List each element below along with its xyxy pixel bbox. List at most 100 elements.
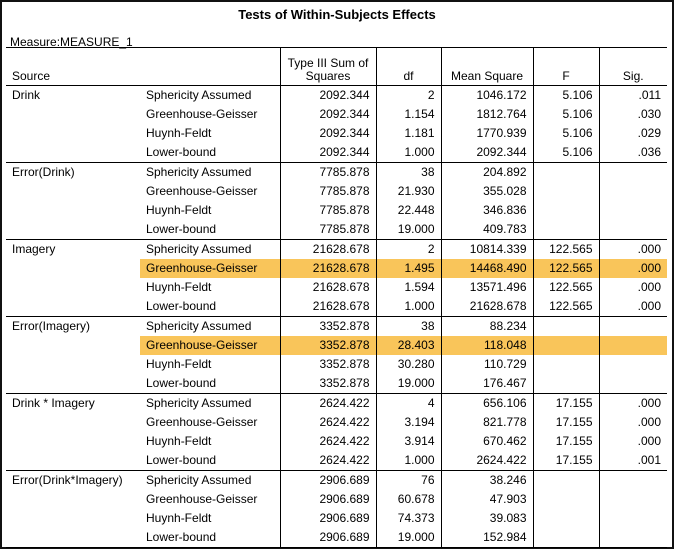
source-cell: [6, 278, 140, 297]
f-cell: 122.565: [532, 278, 599, 297]
sum-of-squares-cell: 7785.878: [279, 182, 376, 201]
f-cell: 17.155: [532, 413, 599, 432]
f-cell: 17.155: [532, 393, 599, 413]
mean-square-cell: 1046.172: [440, 85, 533, 105]
f-cell: 122.565: [532, 259, 599, 278]
source-cell: [6, 201, 140, 220]
f-cell: [532, 201, 599, 220]
correction-cell: Huynh-Feldt: [146, 280, 212, 294]
mean-square-cell: 670.462: [440, 432, 533, 451]
sig-cell: .036: [598, 143, 667, 163]
mean-square-cell: 821.778: [440, 413, 533, 432]
sum-of-squares-cell: 2092.344: [279, 85, 376, 105]
sig-cell: [598, 201, 667, 220]
sum-of-squares-cell: 2092.344: [279, 124, 376, 143]
table-row: Huynh-Feldt 2624.422 3.914 670.462 17.155.00…: [6, 432, 667, 451]
sum-of-squares-cell: 3352.878: [279, 374, 376, 394]
table-row: Huynh-Feldt 2906.689 74.373 39.083: [6, 509, 667, 528]
correction-cell: Huynh-Feldt: [146, 511, 212, 525]
source-cell: [6, 451, 140, 471]
sig-cell: [598, 316, 667, 336]
df-cell: 22.448: [375, 201, 441, 220]
source-cell: [6, 374, 140, 394]
sig-cell: .000: [598, 432, 667, 451]
correction-cell: Lower-bound: [140, 143, 280, 163]
mean-square-cell: 13571.496: [440, 278, 533, 297]
f-cell: [532, 470, 599, 490]
header-sum-of-squares: Type III Sum of Squares: [279, 47, 376, 86]
sig-cell: .029: [598, 124, 667, 143]
mean-square-cell: 1770.939: [440, 124, 533, 143]
correction-cell: Greenhouse-Geisser: [146, 492, 258, 506]
sum-of-squares-cell: 3352.878: [279, 316, 376, 336]
f-cell: 17.155: [532, 432, 599, 451]
sum-of-squares-cell: 2906.689: [279, 490, 376, 509]
sum-of-squares-cell: 2092.344: [279, 105, 376, 124]
header-correction: [140, 47, 280, 86]
mean-square-cell: 118.048: [440, 336, 533, 355]
df-cell: 1.495: [375, 259, 441, 278]
f-cell: [532, 355, 599, 374]
df-cell: 4: [375, 393, 441, 413]
sig-cell: [598, 220, 667, 240]
within-subjects-table: Source Type III Sum of Squares df Mean S…: [6, 47, 667, 548]
correction-cell: Greenhouse-Geisser: [146, 415, 258, 429]
df-cell: 1.154: [375, 105, 441, 124]
correction-cell: Huynh-Feldt: [146, 126, 212, 140]
table-row: Greenhouse-Geisser 3352.878 28.403 118.048: [6, 336, 667, 355]
header-df: df: [375, 47, 441, 86]
f-cell: 5.106: [532, 105, 599, 124]
sig-cell: .000: [598, 278, 667, 297]
header-mean-square: Mean Square: [440, 47, 533, 86]
source-cell: [6, 259, 140, 278]
f-cell: 5.106: [532, 143, 599, 163]
mean-square-cell: 355.028: [440, 182, 533, 201]
sum-of-squares-cell: 21628.678: [279, 278, 376, 297]
sig-cell: [598, 490, 667, 509]
f-cell: [532, 182, 599, 201]
correction-cell: Sphericity Assumed: [146, 165, 252, 179]
mean-square-cell: 204.892: [440, 162, 533, 182]
df-cell: 28.403: [375, 336, 441, 355]
table-row: Lower-bound 21628.678 1.000 21628.678 122.56…: [6, 297, 667, 317]
correction-cell: Greenhouse-Geisser: [140, 259, 280, 278]
correction-cell: Lower-bound: [140, 220, 280, 240]
sum-of-squares-cell: 7785.878: [279, 201, 376, 220]
table-row: Error(Imagery) Sphericity Assumed 3352.878…: [6, 316, 667, 336]
sig-cell: .000: [598, 259, 667, 278]
source-cell: [6, 124, 140, 143]
sum-of-squares-cell: 21628.678: [279, 297, 376, 317]
mean-square-cell: 10814.339: [440, 239, 533, 259]
sig-cell: .000: [598, 393, 667, 413]
table-row: Greenhouse-Geisser 2906.689 60.678 47.903: [6, 490, 667, 509]
sum-of-squares-cell: 21628.678: [279, 239, 376, 259]
mean-square-cell: 88.234: [440, 316, 533, 336]
sum-of-squares-cell: 2624.422: [279, 432, 376, 451]
correction-cell: Huynh-Feldt: [146, 434, 212, 448]
sum-of-squares-cell: 2624.422: [279, 413, 376, 432]
source-cell: Error(Drink*Imagery): [12, 473, 123, 487]
table-row: Huynh-Feldt 3352.878 30.280 110.729: [6, 355, 667, 374]
f-cell: [532, 336, 599, 355]
table-row: Lower-bound 7785.878 19.000 409.783: [6, 220, 667, 240]
f-cell: [532, 490, 599, 509]
df-cell: 2: [375, 85, 441, 105]
correction-cell: Sphericity Assumed: [146, 242, 252, 256]
sig-cell: [598, 470, 667, 490]
df-cell: 3.194: [375, 413, 441, 432]
table-row: Greenhouse-Geisser 2092.344 1.154 1812.764 5…: [6, 105, 667, 124]
sum-of-squares-cell: 2906.689: [279, 509, 376, 528]
mean-square-cell: 409.783: [440, 220, 533, 240]
df-cell: 19.000: [375, 374, 441, 394]
sig-cell: .000: [598, 239, 667, 259]
df-cell: 1.594: [375, 278, 441, 297]
f-cell: 122.565: [532, 297, 599, 317]
source-cell: Drink: [12, 88, 41, 102]
df-cell: 19.000: [375, 220, 441, 240]
table-row: Huynh-Feldt 7785.878 22.448 346.836: [6, 201, 667, 220]
mean-square-cell: 2092.344: [440, 143, 533, 163]
df-cell: 2: [375, 239, 441, 259]
table-row: Lower-bound 3352.878 19.000 176.467: [6, 374, 667, 394]
df-cell: 74.373: [375, 509, 441, 528]
correction-cell: Sphericity Assumed: [146, 319, 252, 333]
